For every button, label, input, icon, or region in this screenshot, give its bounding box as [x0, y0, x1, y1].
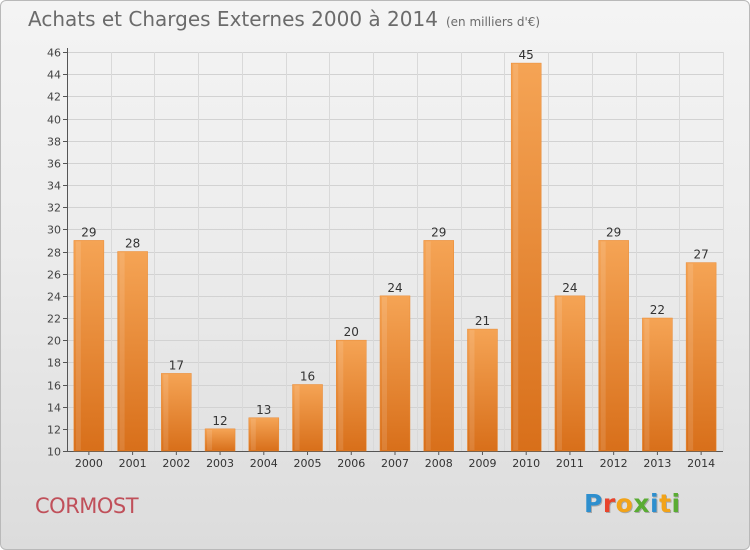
bar-2007: [379, 295, 411, 452]
y-tick-label: 26: [47, 269, 61, 282]
bar-highlight: [556, 296, 562, 450]
y-tick-label: 22: [47, 313, 61, 326]
data-label-2005: 16: [300, 370, 315, 384]
bar-2005: [292, 384, 323, 452]
bar-2010: [510, 62, 542, 452]
x-tick-label-2011: 2011: [556, 457, 584, 470]
bar-highlight: [250, 418, 256, 450]
data-label-2010: 45: [519, 48, 534, 62]
bar-2012: [598, 240, 629, 452]
bar-2003: [204, 428, 236, 452]
bar-highlight: [469, 330, 475, 450]
bar-2000: [73, 240, 105, 452]
y-tick-label: 40: [47, 114, 61, 127]
logo-letter: i: [671, 489, 681, 518]
y-tick-label: 34: [47, 180, 61, 193]
bar-2009: [467, 328, 498, 452]
y-tick-label: 18: [47, 357, 61, 370]
y-tick-label: 30: [47, 224, 61, 237]
logo-letter: x: [633, 489, 650, 518]
chart-title-text: Achats et Charges Externes 2000 à 2014: [28, 7, 438, 31]
bar-2014: [685, 262, 717, 452]
bar-highlight: [513, 64, 519, 451]
y-tick-label: 36: [47, 158, 61, 171]
data-label-2011: 24: [562, 281, 577, 295]
bar-highlight: [338, 341, 344, 450]
y-tick-label: 42: [47, 91, 61, 104]
bar-2008: [423, 240, 454, 452]
data-label-2004: 13: [256, 403, 271, 417]
x-tick-label-2005: 2005: [294, 457, 322, 470]
y-tick-label: 44: [47, 69, 61, 82]
chart-subtitle: (en milliers d'€): [445, 15, 541, 29]
y-tick-label: 38: [47, 136, 61, 149]
bar-highlight: [644, 319, 650, 450]
bar-highlight: [119, 252, 125, 450]
bar-highlight: [382, 296, 387, 450]
axes: 10 12 14 16 18 20 22 24 26 28 30 32 34 36 38 40 42 44 46 20…: [47, 47, 723, 470]
data-label-2013: 22: [650, 303, 665, 317]
bar-highlight: [75, 241, 81, 450]
y-tick-label: 46: [47, 47, 61, 60]
data-label-2000: 29: [81, 225, 96, 239]
data-label-2008: 29: [431, 225, 446, 239]
proxiti-logo[interactable]: Proxiti: [584, 489, 681, 518]
y-tick-label: 20: [47, 335, 61, 348]
logo-letter: i: [650, 489, 660, 518]
bars: [73, 62, 717, 452]
x-tick-label-2004: 2004: [250, 457, 278, 470]
x-tick-label-2010: 2010: [512, 457, 540, 470]
x-tick-label-2000: 2000: [75, 457, 103, 470]
bar-2006: [336, 339, 367, 452]
data-label-2003: 12: [212, 414, 227, 428]
x-tick-label-2003: 2003: [206, 457, 234, 470]
bar-highlight: [163, 374, 169, 450]
bar-2004: [248, 417, 280, 452]
x-tick-label-2012: 2012: [600, 457, 628, 470]
y-tick-label: 24: [47, 291, 61, 304]
x-tick-label-2007: 2007: [381, 457, 409, 470]
bar-2002: [161, 373, 192, 452]
y-tick-label: 12: [47, 424, 61, 437]
x-tick-label-2002: 2002: [162, 457, 190, 470]
data-label-2014: 27: [693, 248, 708, 262]
x-tick-label-2001: 2001: [119, 457, 147, 470]
bar-highlight: [294, 385, 300, 450]
logo-letter: t: [659, 489, 672, 518]
bar-highlight: [688, 263, 694, 450]
bar-2011: [554, 295, 586, 452]
x-tick-label-2014: 2014: [687, 457, 715, 470]
y-tick-label: 10: [47, 446, 61, 459]
logo-letter: r: [602, 489, 616, 518]
y-tick-label: 28: [47, 247, 61, 260]
data-label-2012: 29: [606, 225, 621, 239]
bar-2013: [642, 317, 673, 452]
commune-name: CORMOST: [35, 494, 139, 518]
data-label-2006: 20: [344, 325, 359, 339]
x-tick-label-2008: 2008: [425, 457, 453, 470]
x-tick-label-2006: 2006: [337, 457, 365, 470]
data-labels: 29 28 17 12 13 16 20 24 29 21 45 24 29 22 27: [81, 48, 709, 428]
x-tick-label-2009: 2009: [468, 457, 496, 470]
data-label-2009: 21: [475, 314, 490, 328]
data-label-2002: 17: [169, 358, 184, 372]
logo-letter: P: [584, 489, 603, 518]
y-tick-label: 16: [47, 380, 61, 393]
bar-highlight: [600, 241, 606, 450]
y-tick-label: 14: [47, 402, 61, 415]
bar-highlight: [207, 429, 213, 450]
logo-letter: o: [615, 489, 634, 518]
bar-2001: [117, 251, 148, 452]
data-label-2001: 28: [125, 237, 140, 251]
y-tick-label: 32: [47, 202, 61, 215]
bar-highlight: [425, 241, 431, 450]
data-label-2007: 24: [387, 281, 402, 295]
x-tick-label-2013: 2013: [643, 457, 671, 470]
chart-title: Achats et Charges Externes 2000 à 2014 (e…: [28, 7, 540, 31]
